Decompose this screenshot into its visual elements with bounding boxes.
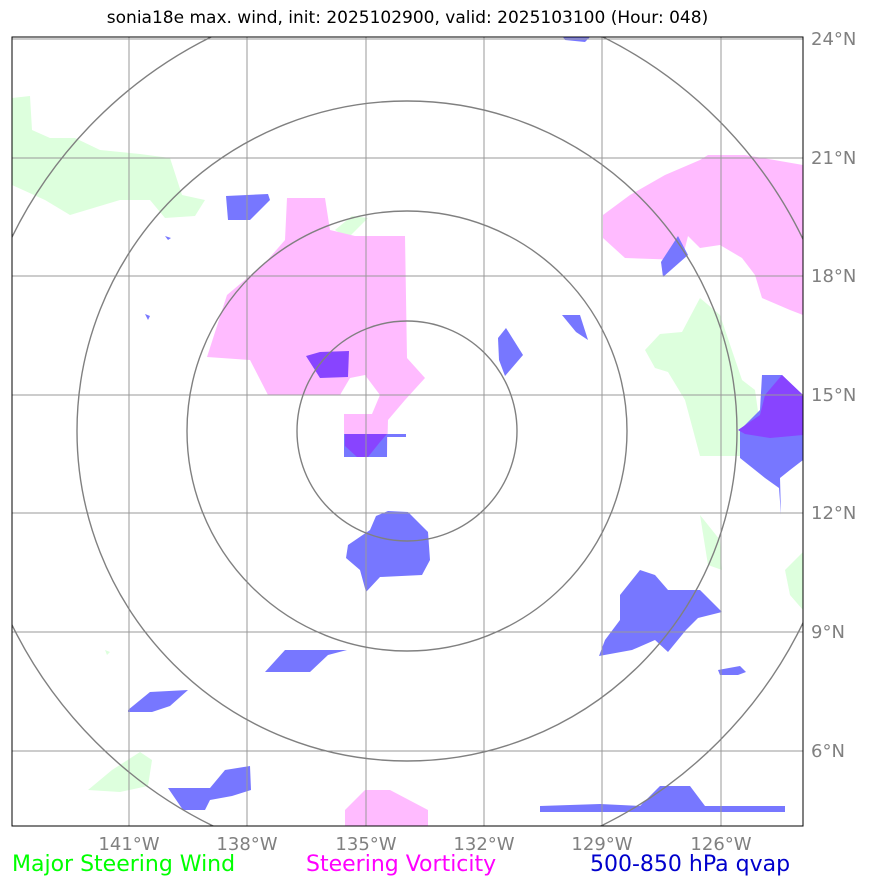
qvap-area xyxy=(128,690,188,712)
lat-tick-label: 24°N xyxy=(811,29,856,50)
lat-tick-label: 15°N xyxy=(811,385,856,406)
lat-tick-label: 12°N xyxy=(811,503,856,524)
wind-area xyxy=(12,96,205,218)
lon-tick-label: 138°W xyxy=(216,834,277,855)
lon-tick-label: 135°W xyxy=(335,834,396,855)
legend-qvap: 500-850 hPa qvap xyxy=(590,852,791,877)
lon-tick-label: 141°W xyxy=(98,834,159,855)
lat-tick-label: 21°N xyxy=(811,148,856,169)
vorticity-area xyxy=(207,198,425,457)
legend-steering-wind: Major Steering Wind xyxy=(12,852,236,877)
lon-axis: 141°W 138°W 135°W 132°W 129°W 126°W xyxy=(98,834,751,855)
qvap-area xyxy=(265,650,347,672)
qvap-area xyxy=(599,570,722,656)
vorticity-area xyxy=(345,790,428,826)
steering-wind-layer xyxy=(12,96,803,792)
wind-area xyxy=(105,650,110,655)
range-ring xyxy=(296,320,518,542)
qvap-area xyxy=(498,328,523,376)
steering-vorticity-layer xyxy=(207,155,803,826)
lat-tick-label: 9°N xyxy=(811,622,845,643)
qvap-area xyxy=(540,786,785,812)
wind-area xyxy=(700,515,722,570)
lat-axis: 24°N 21°N 18°N 15°N 12°N 9°N 6°N xyxy=(811,29,856,762)
vorticity-area xyxy=(603,155,803,315)
legend-steering-vorticity: Steering Vorticity xyxy=(306,852,497,877)
lon-tick-label: 132°W xyxy=(453,834,514,855)
qvap-area xyxy=(718,666,746,675)
lon-tick-label: 129°W xyxy=(571,834,632,855)
range-ring xyxy=(76,100,738,762)
map-plot-area xyxy=(12,37,803,826)
wind-area xyxy=(645,298,762,456)
lon-tick-label: 126°W xyxy=(690,834,751,855)
gridlines xyxy=(12,37,803,826)
overlap-area xyxy=(306,351,349,378)
qvap-area xyxy=(168,766,251,810)
overlap-area xyxy=(738,375,803,438)
lat-tick-label: 18°N xyxy=(811,266,856,287)
range-ring xyxy=(186,210,628,652)
wind-area xyxy=(88,752,152,792)
qvap-area xyxy=(145,314,150,320)
qvap-area xyxy=(562,315,588,340)
wind-area xyxy=(785,552,803,610)
range-rings xyxy=(12,37,803,826)
qvap-area xyxy=(165,236,171,240)
map-title: sonia18e max. wind, init: 2025102900, va… xyxy=(106,8,709,28)
lat-tick-label: 6°N xyxy=(811,741,845,762)
qvap-area xyxy=(346,511,430,592)
qvap-area xyxy=(226,194,270,220)
map-frame xyxy=(11,36,804,827)
wind-area xyxy=(335,216,368,238)
